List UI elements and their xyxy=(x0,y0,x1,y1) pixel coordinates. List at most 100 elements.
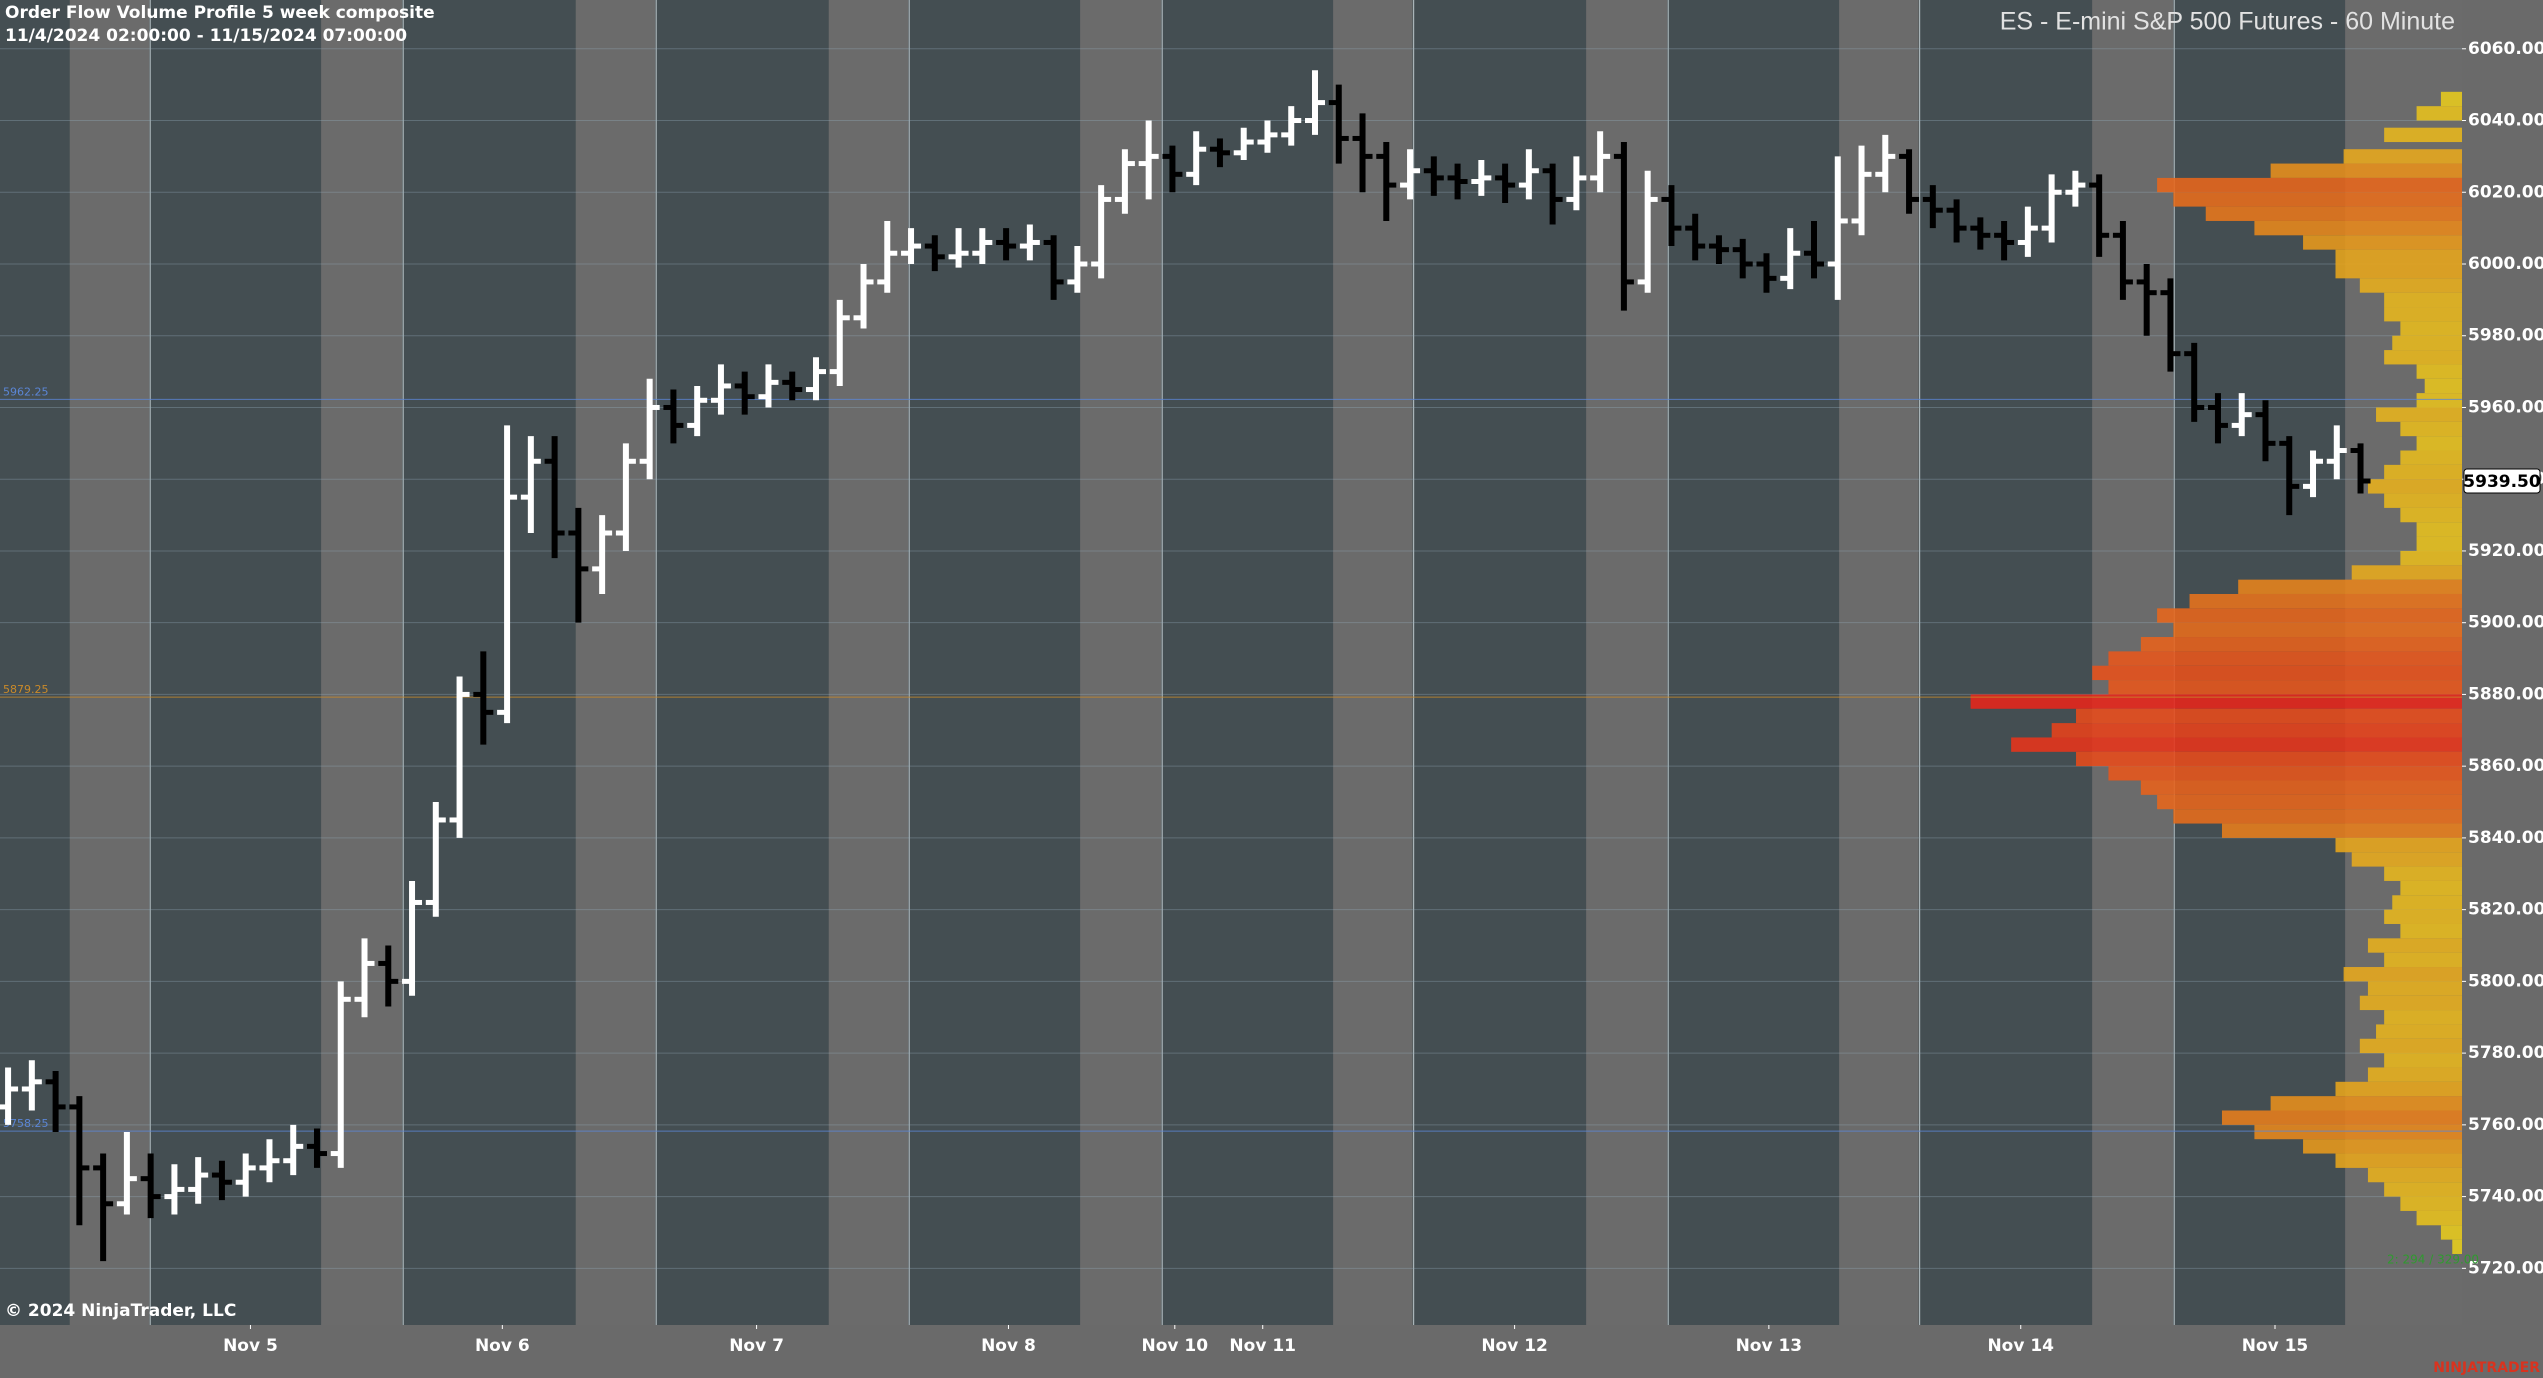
last-price-box xyxy=(2463,468,2541,494)
y-tick-label: 5960.00 xyxy=(2468,397,2543,417)
ohlc-bar xyxy=(1162,145,1183,193)
session-band xyxy=(1667,0,1840,1325)
profile-bar xyxy=(2335,249,2462,264)
grid xyxy=(0,48,2462,1269)
session-band xyxy=(908,0,1081,1325)
ohlc-bar xyxy=(1851,145,1872,236)
profile-bar xyxy=(2011,737,2462,752)
profile-bar xyxy=(2367,1167,2462,1183)
x-tick-label: Nov 6 xyxy=(475,1336,530,1356)
y-tick-label: 5920.00 xyxy=(2468,541,2543,561)
ohlc-bar xyxy=(710,364,731,415)
y-tick-label: 5740.00 xyxy=(2468,1187,2543,1207)
profile-bar xyxy=(2376,407,2462,422)
profile-bar xyxy=(2303,235,2462,250)
price-bars xyxy=(0,70,2371,1262)
session-band xyxy=(1412,0,1587,1325)
ohlc-bar xyxy=(1400,149,1421,200)
profile-bar xyxy=(2157,794,2462,810)
ohlc-bar xyxy=(2017,206,2038,257)
ohlc-bar xyxy=(69,1096,90,1226)
y-tick-label: 5900.00 xyxy=(2468,613,2543,633)
ohlc-bar xyxy=(116,1132,137,1215)
profile-bar xyxy=(2392,335,2462,351)
profile-bar xyxy=(2416,1210,2462,1226)
y-tick-label: 5760.00 xyxy=(2468,1115,2543,1135)
ohlc-bar xyxy=(1708,235,1729,264)
profile-note: 2: 294 / 329.00 xyxy=(2387,1253,2479,1267)
session-band xyxy=(655,0,829,1325)
profile-bar xyxy=(2238,579,2462,594)
y-tick-label: 5980.00 xyxy=(2468,326,2543,346)
profile-bar xyxy=(2092,665,2462,681)
y-tick-label: 5840.00 xyxy=(2468,828,2543,848)
profile-bar xyxy=(2254,1124,2462,1140)
y-tick-label: 6020.00 xyxy=(2468,182,2543,202)
y-axis-area xyxy=(2462,0,2543,1325)
ohlc-bar xyxy=(592,515,613,594)
x-tick-label: Nov 7 xyxy=(729,1336,784,1356)
ohlc-bar xyxy=(853,263,874,329)
ohlc-bar xyxy=(1257,120,1278,153)
ohlc-bar xyxy=(1471,159,1492,196)
profile-bar xyxy=(2384,1053,2462,1068)
profile-bar xyxy=(2416,536,2462,551)
ohlc-bar xyxy=(1946,199,1967,243)
profile-bar xyxy=(2270,163,2462,178)
profile-bar xyxy=(2400,321,2462,336)
profile-bar xyxy=(2157,177,2462,193)
session-band xyxy=(1918,0,2093,1325)
profile-bar xyxy=(2384,909,2462,924)
level-label: 5879.25 xyxy=(3,683,49,696)
ohlc-bar xyxy=(1899,149,1920,214)
profile-bar xyxy=(2335,1081,2462,1097)
ohlc-bar xyxy=(734,371,755,415)
ohlc-bar xyxy=(2303,450,2324,498)
ohlc-bar xyxy=(188,1157,209,1204)
y-tick-label: 6060.00 xyxy=(2468,39,2543,59)
ohlc-bar xyxy=(996,228,1017,261)
profile-bar xyxy=(2400,550,2462,566)
ohlc-bar xyxy=(473,651,494,745)
ohlc-bar xyxy=(1922,185,1943,229)
profile-bar xyxy=(2205,206,2462,221)
ohlc-bar xyxy=(1637,170,1658,293)
y-tick-label: 5860.00 xyxy=(2468,756,2543,776)
ohlc-bar xyxy=(1495,163,1516,204)
y-tick-label: 6040.00 xyxy=(2468,111,2543,131)
profile-bar xyxy=(2359,1038,2462,1054)
profile-bar xyxy=(2400,450,2462,465)
ohlc-bar xyxy=(21,1060,42,1111)
chart-title: Order Flow Volume Profile 5 week composi… xyxy=(5,3,435,23)
profile-bar xyxy=(2108,651,2462,666)
ohlc-bar xyxy=(259,1139,280,1183)
ohlc-bar xyxy=(2326,425,2347,480)
ohlc-bar xyxy=(2136,263,2157,336)
ohlc-bar xyxy=(1613,142,1634,311)
profile-bar xyxy=(2400,880,2462,896)
y-tick-label: 6000.00 xyxy=(2468,254,2543,274)
ohlc-bar xyxy=(1067,246,1088,293)
profile-bar xyxy=(2400,421,2462,437)
ohlc-bar xyxy=(1233,127,1254,160)
ohlc-bar xyxy=(211,1160,232,1201)
profile-bar xyxy=(2367,938,2462,953)
ohlc-bar xyxy=(1732,238,1753,279)
ohlc-bar xyxy=(948,228,969,268)
ohlc-bar xyxy=(164,1164,185,1215)
ohlc-bar xyxy=(924,235,945,272)
ohlc-bar xyxy=(378,945,399,1007)
last-price-label: 5939.50 xyxy=(2463,472,2541,492)
level-label: 5758.25 xyxy=(3,1117,49,1130)
profile-bar xyxy=(2416,106,2462,121)
ohlc-bar xyxy=(1994,220,2015,261)
ohlc-bar xyxy=(687,385,708,437)
ohlc-bar xyxy=(1875,134,1896,193)
ohlc-bar xyxy=(1685,213,1706,261)
profile-bar xyxy=(2367,1067,2462,1082)
profile-bar xyxy=(2221,1110,2462,1125)
ohlc-bar xyxy=(1019,224,1040,261)
